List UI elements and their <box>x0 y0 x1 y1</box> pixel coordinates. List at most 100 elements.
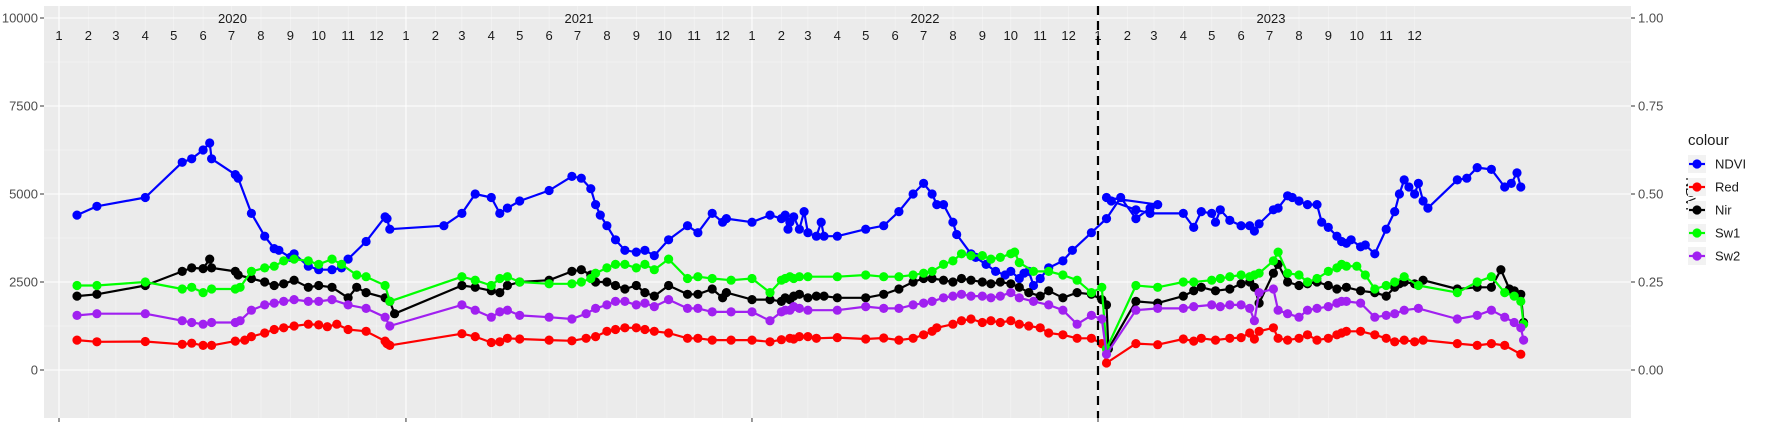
data-point-nir <box>1210 286 1221 296</box>
data-point-nir <box>327 282 337 292</box>
data-point-sw1 <box>1236 270 1246 280</box>
data-point-ndvi <box>1302 200 1313 210</box>
data-point-nir <box>72 291 82 301</box>
data-point-ndvi <box>1106 196 1116 206</box>
data-point-ndvi <box>1210 217 1221 227</box>
data-point-sw2 <box>1189 302 1199 312</box>
data-point-nir <box>279 279 289 289</box>
data-point-sw2 <box>591 303 601 313</box>
y-left-tick-label: 7500 <box>9 99 38 114</box>
data-point-nir <box>908 277 918 287</box>
data-point-sw1 <box>1294 270 1304 280</box>
month-label: 10 <box>658 28 672 43</box>
data-point-nir <box>1058 293 1068 303</box>
data-point-sw1 <box>140 277 150 287</box>
data-point-red <box>1249 334 1259 344</box>
month-label: 11 <box>1033 28 1047 43</box>
data-point-red <box>495 337 505 347</box>
data-point-sw1 <box>1516 296 1526 306</box>
data-point-ndvi <box>789 212 799 222</box>
data-point-sw2 <box>72 310 82 320</box>
data-point-ndvi <box>1035 273 1045 284</box>
data-point-ndvi <box>1207 208 1217 218</box>
data-point-nir <box>1323 280 1333 291</box>
data-point-red <box>602 326 612 336</box>
data-point-nir <box>207 263 217 273</box>
data-point-nir <box>502 280 512 291</box>
data-point-sw2 <box>343 300 353 310</box>
year-label: 2023 <box>1257 11 1286 26</box>
data-point-red <box>1312 335 1322 345</box>
data-point-nir <box>1486 282 1496 292</box>
data-point-ndvi <box>1249 226 1259 236</box>
data-point-red <box>1153 340 1163 350</box>
data-point-sw2 <box>1058 305 1068 315</box>
data-point-sw1 <box>303 256 313 266</box>
data-point-sw1 <box>567 279 577 289</box>
data-point-sw1 <box>1028 266 1039 276</box>
data-point-sw1 <box>1452 288 1462 298</box>
minor-gridlines <box>44 6 1631 418</box>
data-point-red <box>269 324 279 335</box>
data-point-sw2 <box>327 295 337 305</box>
data-point-sw2 <box>303 296 313 306</box>
data-point-sw1 <box>726 275 736 285</box>
data-point-ndvi <box>385 224 395 234</box>
series-layer <box>72 138 1529 368</box>
data-point-red <box>894 335 904 345</box>
data-point-red <box>693 333 703 343</box>
data-point-ndvi <box>439 221 449 231</box>
data-point-sw2 <box>1006 288 1016 298</box>
month-label: 7 <box>574 28 581 43</box>
month-label: 3 <box>804 28 811 43</box>
data-point-sw2 <box>1178 303 1188 313</box>
data-point-red <box>1254 326 1264 336</box>
data-point-ndvi <box>747 217 757 227</box>
major-gridlines <box>44 6 1631 422</box>
data-point-nir <box>390 309 400 319</box>
data-point-red <box>1418 335 1428 345</box>
data-point-sw1 <box>260 263 270 273</box>
data-point-sw2 <box>765 316 775 326</box>
data-point-red <box>591 332 601 342</box>
data-point-red <box>198 340 208 350</box>
data-point-sw1 <box>948 256 958 266</box>
data-point-sw1 <box>1153 282 1163 292</box>
data-point-ndvi <box>649 251 659 261</box>
data-point-nir <box>927 273 937 284</box>
month-label: 7 <box>920 28 927 43</box>
legend-key-point <box>1692 205 1702 215</box>
data-point-red <box>726 335 736 345</box>
data-point-nir <box>1225 284 1235 294</box>
month-label: 12 <box>1061 28 1075 43</box>
data-point-sw2 <box>1086 310 1096 320</box>
data-point-sw2 <box>693 303 703 313</box>
data-point-ndvi <box>1189 222 1199 232</box>
data-point-sw2 <box>664 295 674 305</box>
y-left-tick-label: 10000 <box>2 11 38 26</box>
data-point-sw1 <box>631 263 641 273</box>
month-label: 1 <box>748 28 755 43</box>
data-point-ndvi <box>361 236 371 247</box>
month-label: 5 <box>862 28 869 43</box>
month-label: 6 <box>545 28 552 43</box>
data-point-ndvi <box>1101 214 1112 224</box>
data-point-ndvi <box>486 192 496 203</box>
data-point-ndvi <box>799 207 809 217</box>
data-point-sw2 <box>1413 303 1423 313</box>
data-point-nir <box>682 289 693 299</box>
data-point-sw1 <box>908 270 918 280</box>
data-point-sw2 <box>1225 300 1235 310</box>
data-point-sw2 <box>602 300 612 310</box>
data-point-nir <box>92 289 102 299</box>
data-point-ndvi <box>591 200 601 210</box>
data-point-sw1 <box>1283 268 1293 278</box>
data-point-red <box>811 333 822 343</box>
data-point-nir <box>803 293 813 303</box>
data-point-nir <box>794 289 805 299</box>
data-point-sw1 <box>289 254 299 264</box>
data-point-red <box>140 336 150 347</box>
data-point-sw2 <box>567 314 577 324</box>
data-point-sw1 <box>1341 261 1351 271</box>
data-point-ndvi <box>207 154 217 164</box>
